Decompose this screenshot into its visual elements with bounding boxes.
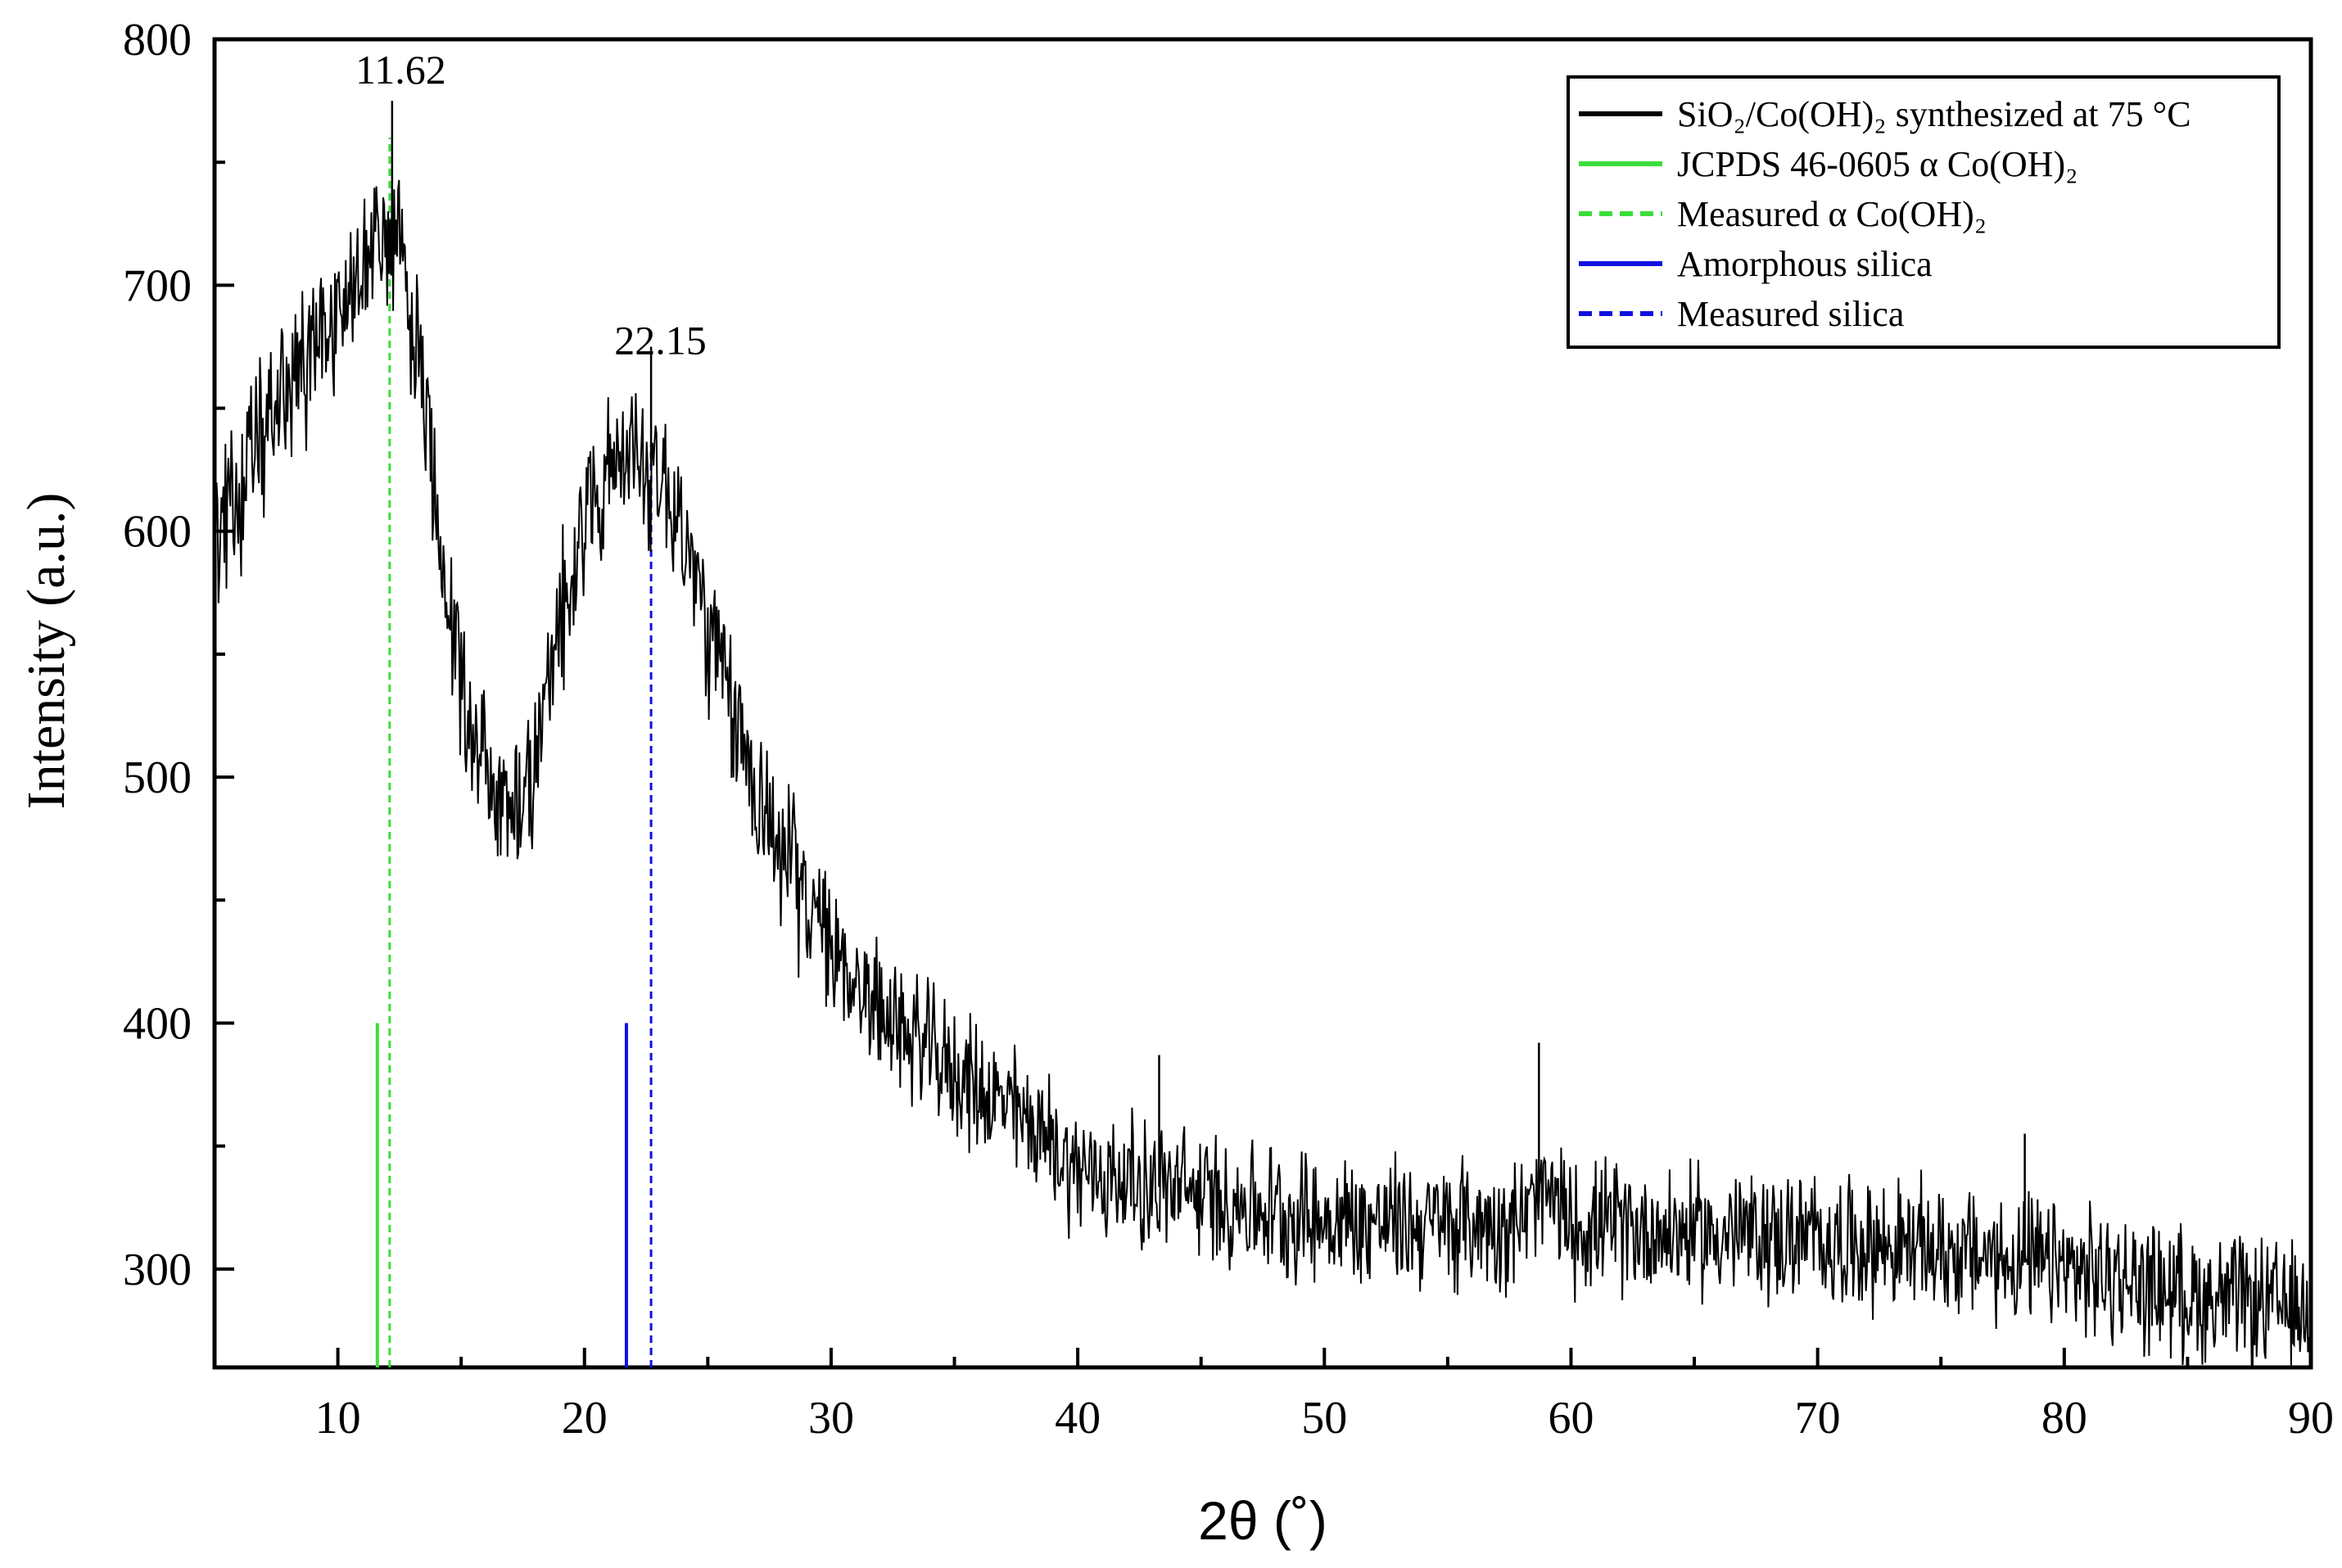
- legend-label: Measured silica: [1677, 294, 1904, 334]
- legend: SiO₂/Co(OH)₂ synthesized at 75 °C JCPDS 4…: [1567, 75, 2281, 349]
- tick-labels: 10 20 30 40 50 60 70 80 90 300 400 500 600 700 800: [123, 15, 2334, 1444]
- y-tick-label: 700: [123, 260, 192, 311]
- x-tick-label: 90: [2288, 1393, 2334, 1444]
- legend-label: Measured α Co(OH)₂: [1677, 194, 1987, 234]
- x-tick-label: 50: [1301, 1393, 1347, 1444]
- y-tick-label: 600: [123, 507, 192, 558]
- x-tick-label: 40: [1055, 1393, 1101, 1444]
- y-tick-label: 800: [123, 15, 192, 66]
- data-series: [214, 101, 2312, 1368]
- axis-ticks: [213, 38, 2313, 1367]
- y-axis-title: Intensity (a.u.): [16, 493, 76, 810]
- y-tick-label: 300: [123, 1245, 192, 1295]
- legend-box: [1567, 75, 2281, 349]
- x-tick-label: 60: [1548, 1393, 1594, 1444]
- x-tick-label: 70: [1795, 1393, 1841, 1444]
- x-tick-label: 10: [315, 1393, 361, 1444]
- peak-annotations: 11.62 22.15: [355, 47, 707, 363]
- peak-label: 22.15: [614, 317, 707, 363]
- x-tick-label: 80: [2041, 1393, 2087, 1444]
- peak-label: 11.62: [355, 47, 446, 93]
- plot-frame: [212, 37, 2313, 1370]
- x-axis-title: 2θ (˚): [1198, 1490, 1327, 1551]
- legend-label: SiO₂/Co(OH)₂ synthesized at 75 °C: [1677, 94, 2191, 134]
- legend-label: JCPDS 46-0605 α Co(OH)₂: [1677, 144, 2078, 184]
- y-tick-label: 400: [123, 998, 192, 1049]
- intensity-pattern-line: [214, 179, 2312, 1368]
- reference-lines: [375, 138, 653, 1367]
- x-tick-label: 30: [808, 1393, 854, 1444]
- y-tick-label: 500: [123, 752, 192, 803]
- legend-label: Amorphous silica: [1677, 244, 1933, 284]
- x-tick-label: 20: [562, 1393, 608, 1444]
